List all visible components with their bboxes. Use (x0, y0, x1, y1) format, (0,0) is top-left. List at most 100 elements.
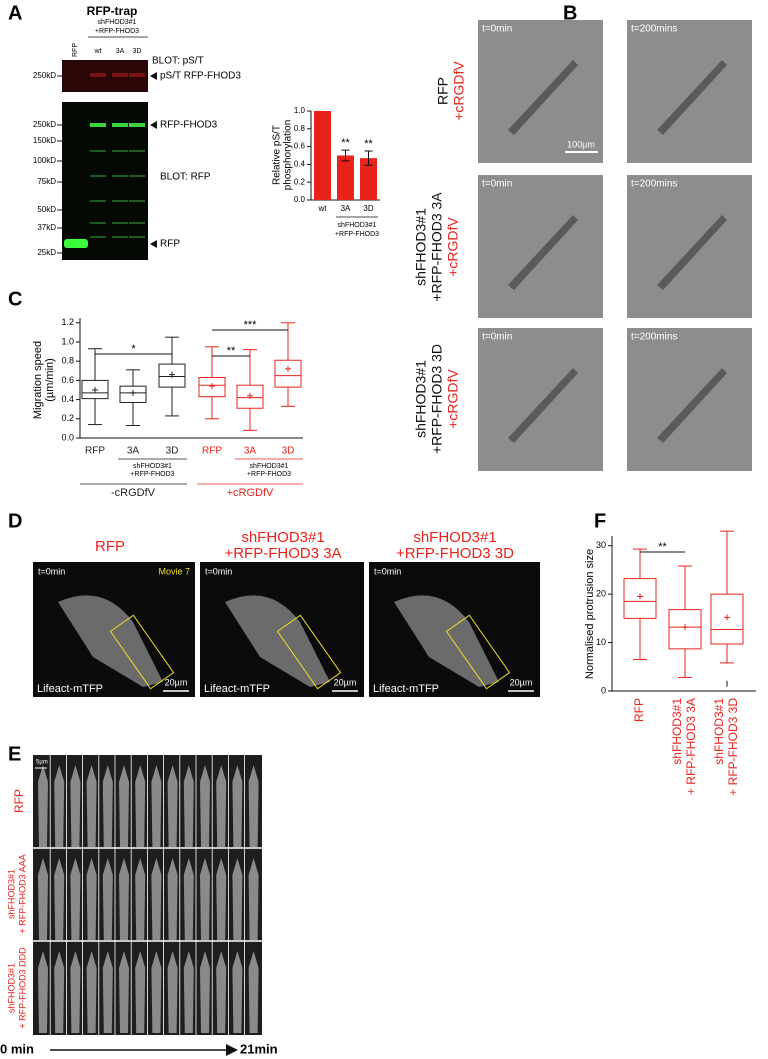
significance: ** (658, 541, 667, 553)
band (112, 73, 128, 77)
kymo-frame (70, 951, 81, 1033)
x-tick-label: 3A (244, 446, 257, 457)
kymo-frame (102, 858, 113, 940)
kymo-frame (167, 765, 178, 847)
cell (58, 595, 163, 687)
micrograph (627, 20, 752, 163)
band (90, 222, 106, 224)
y-tick-label: 0.6 (294, 142, 306, 151)
y-tick-label: 20 (596, 589, 606, 599)
marker-label: 250kD (33, 120, 56, 129)
band (129, 175, 145, 177)
kymo-frame (200, 858, 210, 940)
scale-bar-label: 20µm (165, 677, 188, 687)
kymo-frame (248, 858, 259, 940)
y-axis-label-group: Relative pS/T phosphorylation (272, 120, 294, 191)
time-label: t=0min (38, 566, 65, 576)
x-tick-label: RFP (202, 446, 222, 457)
group-sublabel: shFHOD3#1 (250, 463, 289, 470)
time-start: 0 min (0, 1041, 34, 1056)
arrow (226, 1044, 238, 1056)
y-axis-label: (µm/min) (44, 358, 56, 402)
group-sublabel: +RFP-FHOD3 (247, 471, 291, 478)
x-tick-label: 3D (166, 446, 179, 457)
group-sublabel: +RFP-FHOD3 (130, 471, 174, 478)
kymo-frame (167, 858, 178, 940)
kymo-frame (200, 765, 210, 847)
y-axis-label: Relative pS/T (272, 125, 283, 185)
bar (360, 158, 377, 200)
row-label: +cRGDfV (445, 217, 461, 277)
row-label: +RFP-FHOD3 3D (429, 344, 445, 454)
lane-label: 3D (133, 48, 142, 55)
probe-label: Lifeact-mTFP (37, 683, 103, 695)
marker-label: 250kD (33, 71, 56, 80)
row-label: RFP (12, 789, 26, 813)
kymo-frame (119, 765, 129, 847)
mean (169, 371, 175, 378)
x-tick-label: 3D (282, 446, 295, 457)
kymo-frame (54, 858, 65, 940)
band (90, 200, 106, 202)
marker-label: 150kD (33, 136, 56, 145)
probe-label: Lifeact-mTFP (373, 683, 439, 695)
cell (657, 368, 727, 443)
y-tick-label: 0.2 (294, 177, 306, 186)
probe-label: Lifeact-mTFP (204, 683, 270, 695)
kymo-frame (248, 765, 259, 847)
x-tick-label: shFHOD3#1 (670, 698, 684, 765)
lane-label: RFP (72, 43, 79, 57)
x-tick-label: + RFP-FHOD3 3D (726, 698, 740, 796)
row-label: +RFP-FHOD3 3A (429, 192, 445, 302)
kymo-frame (151, 858, 162, 940)
panel-label: E (8, 743, 21, 765)
kymo-frame (86, 951, 97, 1033)
mean (247, 392, 253, 399)
cell (657, 60, 727, 135)
bar (337, 155, 354, 200)
micrograph (627, 328, 752, 471)
arrow (150, 72, 157, 80)
marker-label: 75kD (37, 177, 56, 186)
y-axis-label: Migration speed (32, 341, 44, 419)
movie-title: +RFP-FHOD3 3D (396, 545, 514, 562)
y-tick-label: 30 (596, 540, 606, 550)
kymo-frame (183, 765, 194, 847)
x-tick-label: shFHOD3#1 (712, 698, 726, 765)
row-label: shFHOD3#1 (6, 869, 16, 919)
time-label: t=0min (482, 332, 512, 343)
kymo-frame (70, 858, 81, 940)
band (129, 236, 145, 238)
lane-label: 3A (116, 48, 125, 55)
time-label: t=0min (374, 566, 401, 576)
x-tick-label-group: RFP (632, 698, 646, 722)
panel-label: B (563, 2, 577, 24)
band (129, 200, 145, 202)
row-label: +cRGDfV (451, 61, 467, 121)
row-label-group: shFHOD3#1 +RFP-FHOD3 3D +cRGDfV (413, 344, 461, 454)
row-label: + RFP-FHOD3 DDD (17, 947, 27, 1029)
marker-label: 25kD (37, 248, 56, 257)
significance: ** (364, 138, 373, 150)
y-tick-label: 0.2 (61, 413, 74, 423)
band (112, 222, 128, 224)
row-label: shFHOD3#1 (413, 208, 429, 286)
movie-title: shFHOD3#1 (413, 529, 496, 546)
significance: ** (227, 345, 236, 357)
row-label-group: RFP (12, 789, 26, 813)
y-axis-label: phosphorylation (283, 120, 294, 191)
y-tick-label: 0.6 (61, 375, 74, 385)
kymo-frame (135, 951, 146, 1033)
kymo-frame (248, 951, 259, 1033)
x-tick-label: RFP (85, 446, 105, 457)
row-label-group: RFP +cRGDfV (435, 61, 467, 121)
time-end: 21min (240, 1041, 278, 1056)
kymo-frame (232, 858, 243, 940)
marker-label: 100kD (33, 156, 56, 165)
band (112, 150, 128, 152)
cell (508, 215, 578, 290)
band (90, 123, 106, 127)
panel-label: D (8, 510, 22, 532)
y-axis-label-group: Normalised protrusion size (584, 549, 596, 679)
roi (445, 614, 511, 690)
